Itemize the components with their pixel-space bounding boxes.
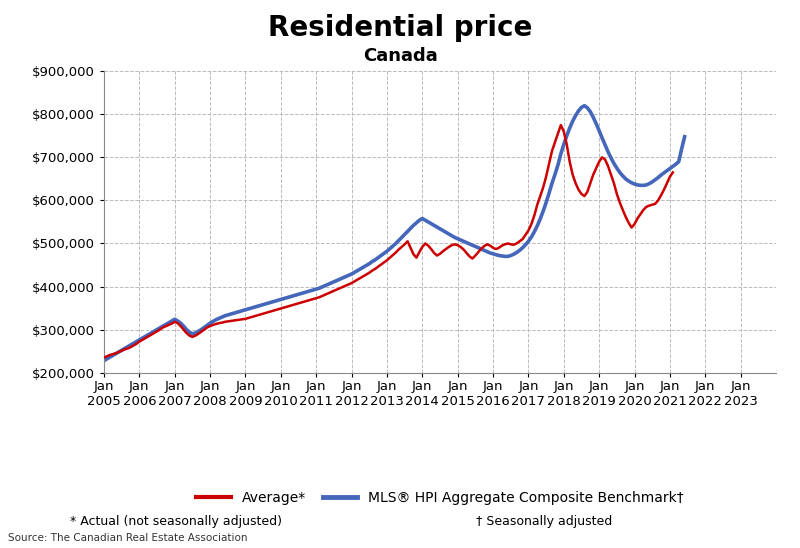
Legend: Average*, MLS® HPI Aggregate Composite Benchmark†: Average*, MLS® HPI Aggregate Composite B…	[190, 486, 690, 510]
Text: Residential price: Residential price	[268, 14, 532, 42]
Text: † Seasonally adjusted: † Seasonally adjusted	[476, 515, 612, 528]
Text: * Actual (not seasonally adjusted): * Actual (not seasonally adjusted)	[70, 515, 282, 528]
Text: Canada: Canada	[362, 47, 438, 65]
Text: Source: The Canadian Real Estate Association: Source: The Canadian Real Estate Associa…	[8, 533, 247, 543]
